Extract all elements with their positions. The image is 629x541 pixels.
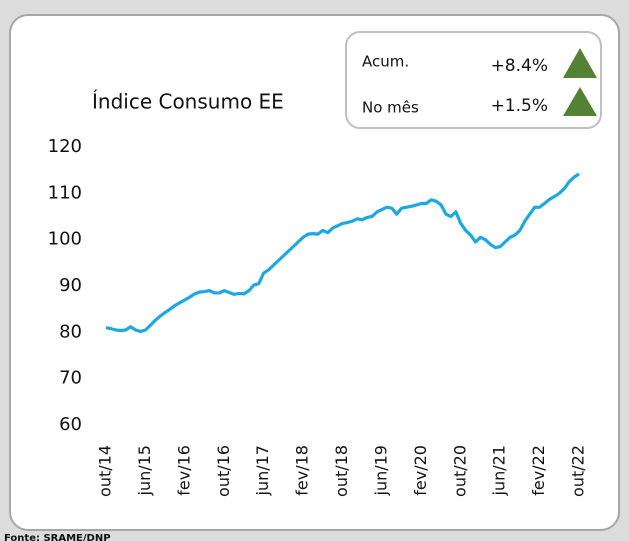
up-arrow xyxy=(563,87,597,116)
y-tick-label: 60 xyxy=(59,414,82,435)
y-tick-label: 110 xyxy=(48,182,82,203)
line xyxy=(105,172,580,334)
indicator-value: +1.5% xyxy=(491,96,548,116)
x-tick-label: fev/22 xyxy=(529,445,548,496)
y-tick-label: 100 xyxy=(48,229,82,250)
x-tick-label: out/18 xyxy=(332,445,351,497)
indicator-value: +8.4% xyxy=(491,56,548,76)
indicator-label: Acum. xyxy=(362,53,409,71)
x-tick-label: out/16 xyxy=(214,445,233,497)
y-tick-label: 120 xyxy=(48,136,82,157)
y-tick-label: 90 xyxy=(59,275,82,296)
x-tick-label: jun/15 xyxy=(135,445,154,496)
x-tick-label: fev/16 xyxy=(174,445,193,496)
y-tick-label: 70 xyxy=(59,368,82,389)
x-tick-label: out/14 xyxy=(96,445,115,497)
indicator-box xyxy=(345,31,602,129)
x-tick-label: out/22 xyxy=(569,445,588,497)
indicator-label: No mês xyxy=(362,99,419,117)
up-arrow xyxy=(563,48,597,78)
x-tick-label: jun/17 xyxy=(253,445,272,496)
card xyxy=(9,14,620,531)
x-tick-label: fev/18 xyxy=(293,445,312,496)
chart-title: Índice Consumo EE xyxy=(92,90,284,114)
x-tick-label: fev/20 xyxy=(411,445,430,496)
x-tick-label: out/20 xyxy=(450,445,469,497)
source: Fonte: SRAME/DNP xyxy=(4,533,111,541)
y-tick-label: 80 xyxy=(59,321,82,342)
x-tick-label: jun/19 xyxy=(371,445,390,496)
x-tick-label: jun/21 xyxy=(490,445,509,496)
